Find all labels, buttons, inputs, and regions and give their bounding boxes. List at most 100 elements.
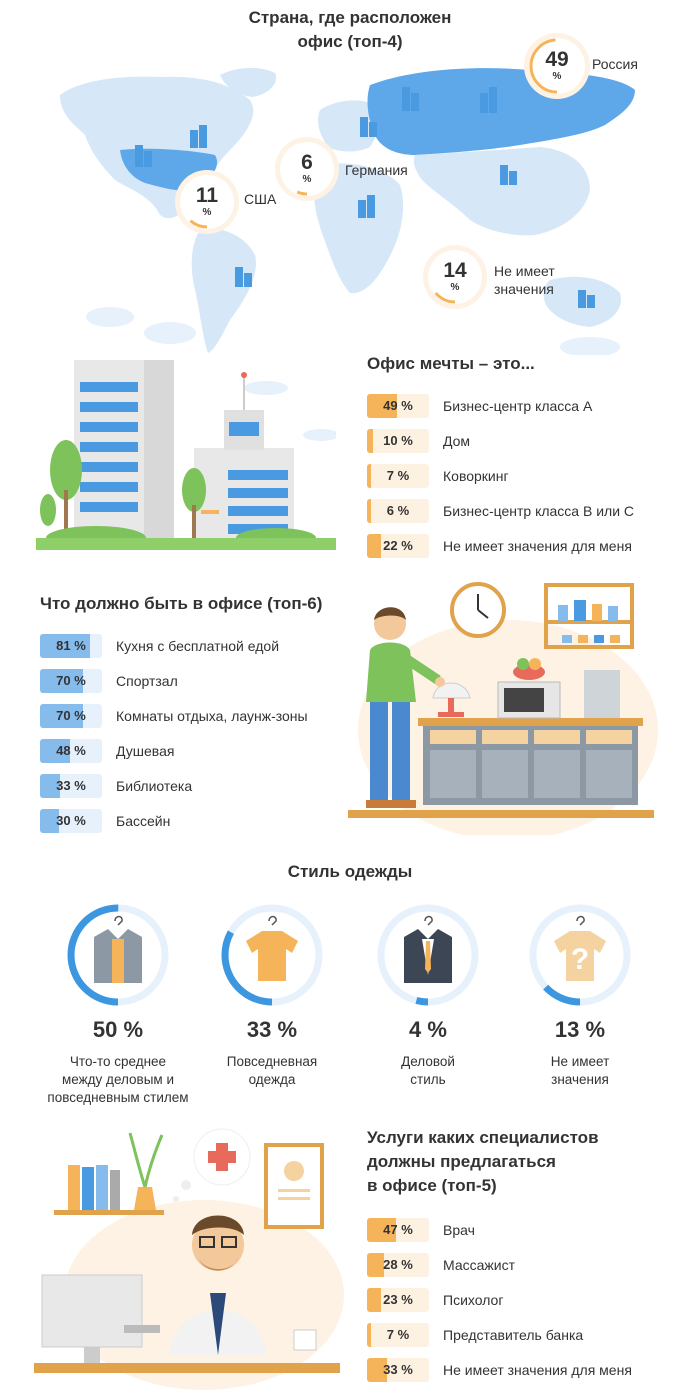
bar-category-label: Комнаты отдыха, лаунж-зоны — [116, 708, 308, 724]
bar-fill — [367, 1358, 387, 1382]
no-matter-badge: 14 % — [428, 250, 482, 304]
bar-category-label: Спортзал — [116, 673, 178, 689]
bar-row: 7 % Коворкинг — [367, 464, 687, 488]
world-map — [60, 67, 635, 355]
clothing-value: 13 % — [554, 1017, 606, 1042]
clothing-ring-arc — [67, 904, 169, 1006]
bar-fill — [40, 739, 70, 763]
bar-fill — [367, 429, 373, 453]
bar-category-label: Не имеет значения для меня — [443, 538, 632, 554]
bar-category-label: Бизнес-центр класса А — [443, 398, 593, 414]
bar-fill — [367, 1323, 371, 1347]
bar-value-label: 47 % — [383, 1222, 413, 1237]
bar-fill — [40, 809, 59, 833]
bar-value-label: 33 % — [383, 1362, 413, 1377]
bar-value-label: 23 % — [383, 1292, 413, 1307]
building-icons — [135, 87, 595, 308]
bar-row: 28 % Массажист — [367, 1253, 687, 1277]
bar-track: 30 % — [40, 809, 102, 833]
bar-category-label: Врач — [443, 1222, 475, 1238]
clothing-label: Что-то среднее между деловым и повседневны… — [47, 1054, 189, 1105]
clothing-ring-arc — [377, 904, 479, 1006]
map-title: Страна, где расположен офис (топ-4) — [248, 8, 452, 51]
bar-fill — [40, 774, 60, 798]
kitchen-illustration — [348, 582, 658, 835]
bar-category-label: Кухня с бесплатной едой — [116, 638, 280, 654]
bar-value-label: 22 % — [383, 538, 413, 553]
bar-row: 10 % Дом — [367, 429, 687, 453]
clothing-ring-arc — [221, 904, 323, 1006]
clothing-title: Стиль одежды — [287, 862, 413, 881]
clothing-rings: 50 % Что-то среднее между деловым и повседн… — [0, 895, 700, 1115]
bar-fill — [40, 704, 83, 728]
dream-office-title: Офис мечты – это... — [367, 354, 535, 373]
bar-track: 22 % — [367, 534, 429, 558]
bar-fill — [367, 1288, 381, 1312]
clothing-ring: ? — [529, 904, 631, 1006]
bar-track: 23 % — [367, 1288, 429, 1312]
bar-track: 49 % — [367, 394, 429, 418]
bar-track: 81 % — [40, 634, 102, 658]
africa-shape — [314, 163, 404, 294]
bar-row: 47 % Врач — [367, 1218, 687, 1242]
office-buildings-illustration — [36, 360, 336, 550]
clothing-value: 33 % — [246, 1017, 298, 1042]
clothing-ring-arc — [529, 904, 631, 1006]
bar-fill — [40, 669, 83, 693]
clothing-value: 50 % — [92, 1017, 144, 1042]
bar-value-label: 49 % — [383, 398, 413, 413]
usa-badge: 11 % — [180, 175, 234, 229]
bar-row: 6 % Бизнес-центр класса В или С — [367, 499, 687, 523]
tshirt-icon — [246, 931, 298, 981]
bar-category-label: Душевая — [116, 743, 175, 759]
clothing-ring — [221, 904, 323, 1006]
bar-value-label: 30 % — [56, 813, 86, 828]
bar-value-label: 70 % — [56, 673, 86, 688]
svg-text:?: ? — [571, 943, 589, 976]
office-needs-title: Что должно быть в офисе (топ-6) — [40, 594, 323, 613]
bar-fill — [367, 1253, 384, 1277]
hybrid-jacket-icon — [94, 929, 142, 983]
bar-track: 7 % — [367, 1323, 429, 1347]
clothing-label: Деловой стиль — [401, 1054, 455, 1087]
bar-value-label: 28 % — [383, 1257, 413, 1272]
bar-row: 81 % Кухня с бесплатной едой — [40, 634, 360, 658]
question-shirt-icon: ? — [554, 931, 606, 981]
suit-icon — [404, 929, 452, 983]
bar-track: 33 % — [40, 774, 102, 798]
specialists-rows: 47 % Врач 28 % Массажист 23 % Психолог 7 % Пред… — [367, 1218, 687, 1388]
bar-track: 33 % — [367, 1358, 429, 1382]
clothing-value: 4 % — [409, 1017, 447, 1042]
clothing-label: Повседневная одежда — [226, 1054, 318, 1087]
bar-category-label: Представитель банка — [443, 1327, 584, 1343]
bar-track: 7 % — [367, 464, 429, 488]
russia-label: Россия — [592, 56, 638, 72]
bar-fill — [40, 634, 90, 658]
bar-category-label: Бассейн — [116, 813, 171, 829]
clothing-ring — [67, 904, 169, 1006]
bar-fill — [367, 464, 371, 488]
bar-track: 48 % — [40, 739, 102, 763]
bar-category-label: Коворкинг — [443, 468, 509, 484]
bar-row: 30 % Бассейн — [40, 809, 360, 833]
bar-value-label: 7 % — [386, 1327, 410, 1342]
bar-row: 33 % Не имеет значения для меня — [367, 1358, 687, 1382]
bar-value-label: 10 % — [383, 433, 413, 448]
usa-label: США — [244, 191, 277, 207]
bar-category-label: Не имеет значения для меня — [443, 1362, 632, 1378]
specialists-title: Услуги каких специалистов должны предлаг… — [367, 1128, 599, 1195]
no-matter-label: Не имеет значения — [494, 263, 555, 297]
asia-shape — [413, 147, 590, 236]
bar-row: 7 % Представитель банка — [367, 1323, 687, 1347]
bar-category-label: Бизнес-центр класса В или С — [443, 503, 635, 519]
bar-row: 49 % Бизнес-центр класса А — [367, 394, 687, 418]
bar-track: 10 % — [367, 429, 429, 453]
bar-track: 28 % — [367, 1253, 429, 1277]
bar-value-label: 48 % — [56, 743, 86, 758]
bar-category-label: Библиотека — [116, 778, 193, 794]
bar-row: 70 % Спортзал — [40, 669, 360, 693]
bar-row: 23 % Психолог — [367, 1288, 687, 1312]
dream-office-rows: 49 % Бизнес-центр класса А 10 % Дом 7 % Ковор… — [367, 394, 687, 564]
bar-category-label: Дом — [443, 433, 471, 449]
bar-track: 6 % — [367, 499, 429, 523]
